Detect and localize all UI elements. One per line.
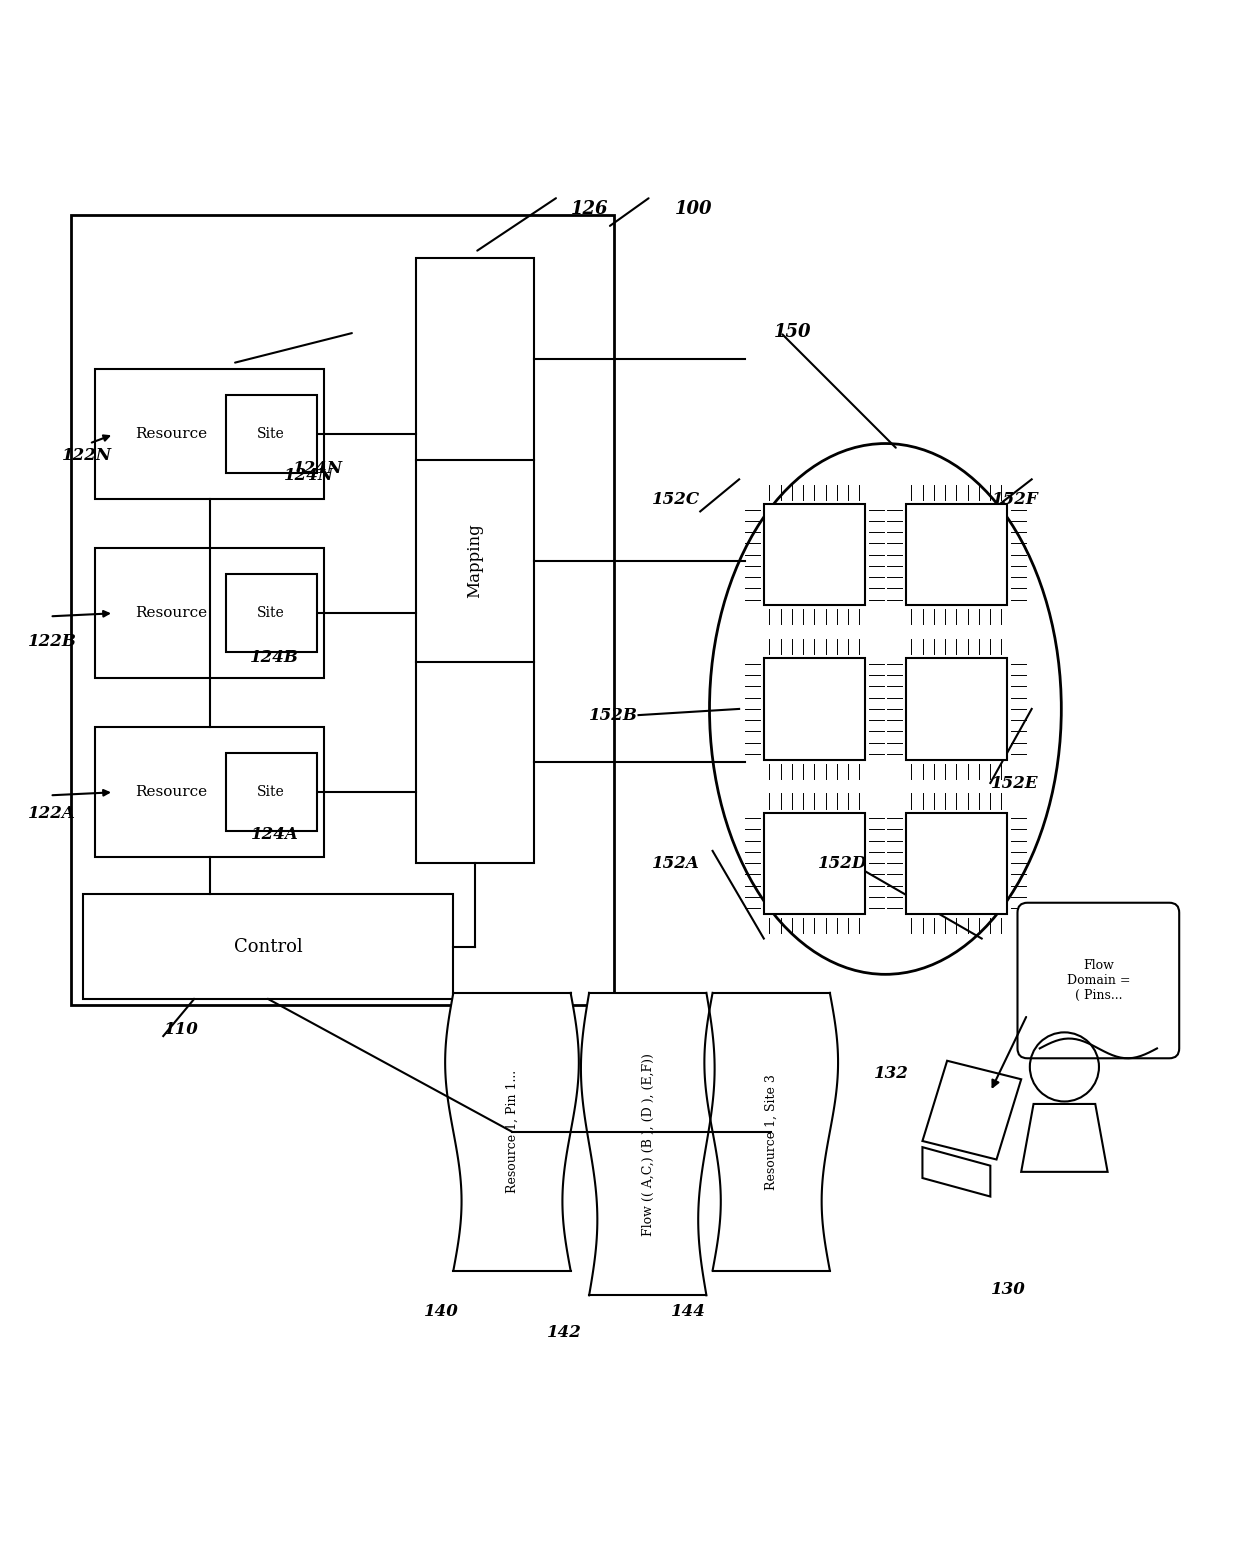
Text: 110: 110 [165,1021,200,1038]
Bar [226,395,317,473]
Text: 130: 130 [992,1281,1027,1298]
Text: 100: 100 [676,200,713,218]
Bar [905,813,1007,915]
Bar [95,728,324,857]
Text: 152D: 152D [817,855,867,872]
Bar [71,215,614,1005]
Text: 124N: 124N [284,467,334,484]
Text: 152E: 152E [991,775,1039,791]
Bar [764,813,866,915]
Bar [905,504,1007,604]
Text: 150: 150 [774,324,811,341]
Bar [764,658,866,760]
Bar [905,658,1007,760]
Text: 152A: 152A [652,855,699,872]
Text: 152F: 152F [992,490,1038,507]
Text: Resource: Resource [135,606,207,620]
Text: 124N: 124N [293,460,342,476]
Text: 140: 140 [424,1303,459,1320]
Bar [95,370,324,500]
Bar [226,753,317,832]
Text: Site: Site [258,606,285,620]
FancyBboxPatch shape [1018,902,1179,1059]
Bar [764,504,866,604]
Text: 124A: 124A [250,827,299,844]
Text: 132: 132 [874,1065,909,1082]
Text: Site: Site [258,428,285,442]
Text: 122B: 122B [27,633,77,650]
Polygon shape [1022,1104,1107,1171]
Text: 142: 142 [547,1323,582,1340]
Text: Resource: Resource [135,785,207,799]
Text: Flow (( A,C,) (B ), (D ), (E,F)): Flow (( A,C,) (B ), (D ), (E,F)) [641,1052,655,1236]
Ellipse shape [709,443,1061,974]
Text: FIG. 1: FIG. 1 [1066,918,1161,944]
Text: Resource: Resource [135,428,207,442]
Polygon shape [923,1060,1022,1159]
Text: 124B: 124B [250,648,299,666]
Text: 122N: 122N [62,448,112,465]
Polygon shape [445,993,579,1270]
Text: Resource 1, Pin 1...: Resource 1, Pin 1... [506,1070,518,1193]
Polygon shape [580,993,714,1295]
Text: 152B: 152B [589,706,639,723]
Text: Resource 1, Site 3: Resource 1, Site 3 [765,1074,777,1190]
Polygon shape [704,993,838,1270]
Bar [226,575,317,651]
Bar [95,548,324,678]
Text: 152C: 152C [651,490,699,507]
Polygon shape [923,1148,991,1196]
Bar [83,894,454,999]
Text: Mapping: Mapping [466,523,484,598]
Text: 126: 126 [570,200,608,218]
Text: Site: Site [258,785,285,799]
Text: Flow
Domain =
( Pins...: Flow Domain = ( Pins... [1066,958,1130,1002]
Text: Control: Control [234,938,303,955]
Text: 144: 144 [671,1303,706,1320]
Bar [417,258,533,863]
Text: 122A: 122A [29,805,76,822]
